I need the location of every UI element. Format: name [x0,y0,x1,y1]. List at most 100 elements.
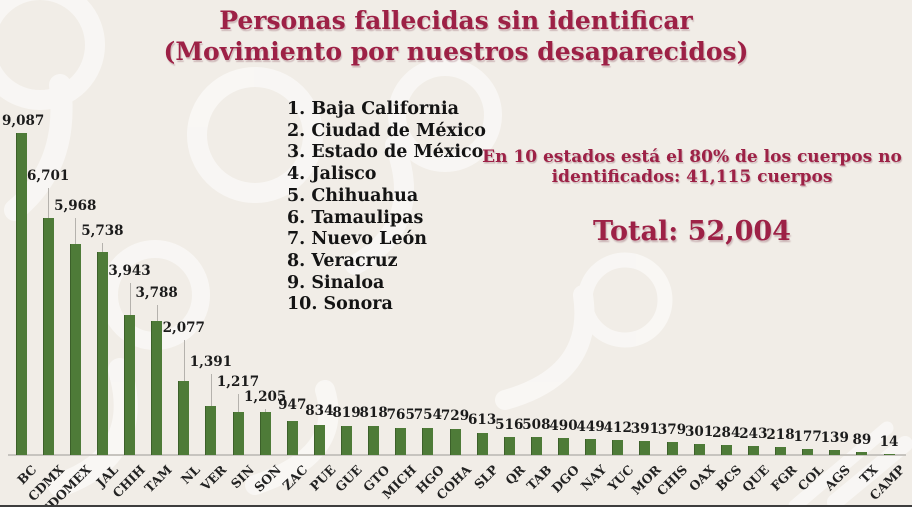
bar-value-label: 765 [386,407,415,423]
bar-slp [476,433,488,455]
axis-label-slp: SLP [470,462,501,492]
bar-son [259,412,271,455]
bar-value-label: 6,701 [26,168,70,184]
bar-mor [639,441,651,455]
bottom-edge-strip [0,505,912,507]
bar-value-label: 819 [332,405,361,421]
bar-ags [829,450,841,455]
bar-gto [368,426,380,455]
bar-value-label: 5,968 [54,198,97,214]
bar-chih [124,315,135,455]
bar-nl [178,381,190,455]
bar-pue [313,425,325,455]
bar-value-label: 834 [305,403,334,419]
top10-item: 4. Jalisco [287,164,377,185]
bar-value-label: 9,087 [2,113,45,129]
axis-label-fgr: FGR [767,462,800,494]
bar-yuc [612,440,624,455]
bar-value-label: 177 [793,429,822,445]
annotation-line2: identificados: 41,115 cuerpos [551,167,833,187]
bar-value-label: 1,391 [189,354,233,370]
bar-value-label: 284 [712,425,741,441]
bar-mich [395,428,407,455]
top10-item: 10. Sonora [287,294,393,315]
bar-value-label: 14 [879,434,899,450]
axis-label-pue: PUE [306,462,338,494]
label-leader-line [183,340,185,381]
bar-value-label: 818 [359,405,388,421]
bar-value-label: 412 [603,420,632,436]
bar-value-label: 754 [413,407,442,423]
bar-value-label: 516 [495,417,524,433]
total-label: Total: 52,004 [593,216,791,247]
bar-tab [530,437,542,455]
axis-label-ags: AGS [821,462,854,494]
top10-item: 8. Veracruz [287,250,398,271]
top10-states-list: 1. Baja California 2. Ciudad de México 3. … [287,99,486,316]
bar-value-label: 3,943 [108,263,151,279]
bar-bc [15,133,27,455]
bar-value-label: 89 [852,432,872,448]
axis-label-oax: OAX [685,462,718,495]
bar-hgo [422,428,434,455]
bar-value-label: 1,217 [216,374,260,390]
bar-tam [151,321,163,455]
label-leader-line [265,409,267,412]
bar-camp [883,454,895,455]
bar-bcs [720,445,732,455]
bar-nay [585,439,597,455]
bar-value-label: 508 [522,417,551,433]
axis-label-bcs: BCS [713,462,745,494]
axis-label-son: SON [250,462,284,495]
annotation-line1: En 10 estados está el 80% de los cuerpos… [482,147,902,167]
top10-item: 6. Tamaulipas [287,207,424,228]
bar-value-label: 3,788 [135,285,178,301]
axis-label-nay: NAY [577,462,610,494]
axis-label-tam: TAM [141,462,176,496]
bar-sin [232,412,244,455]
bar-value-label: 449 [576,419,605,435]
label-leader-line [210,374,212,406]
bar-value-label: 218 [766,427,795,443]
axis-label-ver: VER [197,462,230,494]
label-leader-line [75,218,77,244]
bar-zac [286,421,298,455]
bar-col [802,449,814,455]
top10-item: 1. Baja California [287,99,459,119]
bar-value-label: 490 [549,418,578,434]
x-axis-line [8,454,906,456]
slide-title: Personas fallecidas sin identificar (Mov… [0,5,912,67]
label-leader-line [156,305,158,321]
bar-que [747,446,759,455]
axis-label-dgo: DGO [548,462,583,496]
bar-qr [503,437,515,455]
bar-value-label: 5,738 [81,223,124,239]
bar-tx [856,452,868,455]
top10-item: 9. Sinaloa [287,272,385,293]
label-leader-line [238,394,239,412]
bar-value-label: 301 [685,424,714,440]
axis-label-que: QUE [739,462,772,495]
label-leader-line [129,283,131,315]
bar-oax [693,444,705,455]
bar-dgo [558,438,569,455]
bar-chis [666,442,678,455]
bar-value-label: 243 [739,426,768,442]
axis-label-col: COL [794,462,827,494]
bar-cdmx [42,218,54,455]
top10-item: 2. Ciudad de México [287,120,486,141]
label-leader-line [102,243,104,252]
axis-label-sin: SIN [227,462,257,492]
slide-title-line2: (Movimiento por nuestros desaparecidos) [163,37,749,66]
bar-value-label: 729 [440,408,470,424]
bar-value-label: 613 [468,412,497,428]
bar-value-label: 379 [657,422,687,438]
bar-edomex [69,244,81,455]
bar-value-label: 391 [630,421,659,437]
bar-value-label: 1,205 [243,389,287,405]
label-leader-line [48,188,50,218]
bar-gue [341,426,352,455]
bar-jal [96,252,108,455]
